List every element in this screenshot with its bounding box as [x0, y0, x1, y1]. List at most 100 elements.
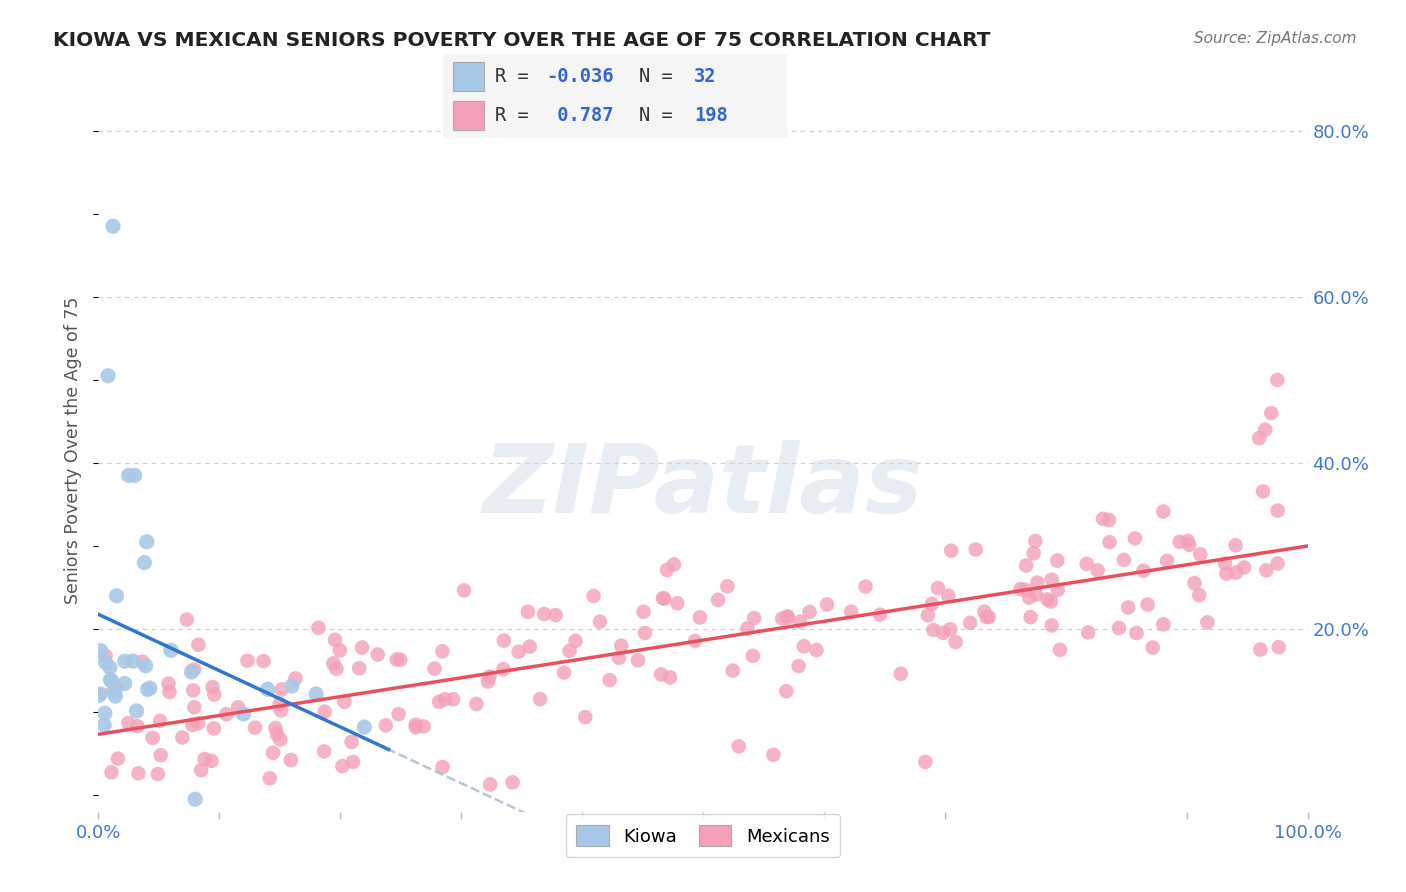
Point [1188, 588, 1211, 602]
Point [347, 661, 370, 675]
Point [1254, 423, 1277, 437]
Point [172, 731, 194, 745]
Text: 0.787: 0.787 [546, 106, 614, 125]
Point [1039, 594, 1062, 608]
Point [479, 777, 502, 791]
Point [890, 666, 912, 681]
Point [107, 751, 129, 765]
Point [1125, 626, 1147, 640]
Point [1025, 587, 1047, 601]
Point [93, 718, 115, 732]
Point [1019, 610, 1042, 624]
Point [564, 633, 586, 648]
Point [650, 667, 672, 681]
Text: -0.036: -0.036 [546, 67, 614, 86]
Point [1197, 615, 1219, 630]
Point [1225, 566, 1247, 580]
Point [89, 688, 111, 702]
Point [433, 692, 456, 706]
Point [741, 648, 763, 663]
Point [201, 680, 224, 694]
Point [314, 705, 336, 719]
Point [202, 722, 225, 736]
Point [1098, 535, 1121, 549]
Point [160, 643, 183, 657]
Point [127, 719, 149, 733]
Point [939, 622, 962, 636]
Point [1152, 504, 1174, 518]
Point [973, 605, 995, 619]
Point [477, 674, 499, 689]
Point [333, 695, 356, 709]
Text: R =: R = [495, 67, 540, 86]
Y-axis label: Seniors Poverty Over the Age of 75: Seniors Poverty Over the Age of 75 [65, 297, 83, 604]
Point [98, 660, 121, 674]
Point [181, 718, 204, 732]
Point [252, 654, 274, 668]
Point [1087, 563, 1109, 577]
Point [806, 643, 828, 657]
Point [139, 681, 162, 695]
Point [655, 563, 678, 577]
Point [589, 615, 612, 629]
Point [1040, 573, 1063, 587]
Point [553, 665, 575, 680]
Point [114, 676, 136, 690]
Point [558, 644, 581, 658]
Point [432, 760, 454, 774]
Point [927, 581, 949, 595]
Point [789, 615, 811, 629]
Point [1215, 566, 1237, 581]
Point [284, 672, 307, 686]
Bar [453, 62, 484, 91]
Point [1213, 557, 1236, 571]
Point [737, 622, 759, 636]
Point [921, 597, 943, 611]
Point [762, 747, 785, 762]
Point [190, 763, 212, 777]
Point [683, 634, 706, 648]
Point [1022, 546, 1045, 560]
Point [1267, 640, 1289, 654]
Point [1177, 533, 1199, 548]
Point [1168, 534, 1191, 549]
Point [478, 669, 501, 683]
Point [215, 707, 238, 722]
Point [200, 754, 222, 768]
Point [367, 648, 389, 662]
Point [187, 638, 209, 652]
Point [1132, 564, 1154, 578]
Point [131, 655, 153, 669]
Point [707, 592, 730, 607]
Point [180, 665, 202, 679]
Point [574, 710, 596, 724]
Point [1040, 618, 1063, 632]
Point [90, 687, 112, 701]
Point [308, 621, 330, 635]
Point [94, 656, 117, 670]
Point [502, 775, 524, 789]
Point [959, 615, 981, 630]
Point [149, 748, 172, 763]
Point [353, 720, 375, 734]
Point [157, 676, 180, 690]
Point [492, 633, 515, 648]
Point [666, 596, 689, 610]
Point [305, 687, 328, 701]
Point [270, 682, 292, 697]
Bar [453, 101, 484, 130]
Point [1251, 484, 1274, 499]
Point [280, 753, 302, 767]
Point [721, 664, 744, 678]
Point [776, 611, 799, 625]
Point [529, 692, 551, 706]
Point [1189, 548, 1212, 562]
Point [342, 755, 364, 769]
Point [1018, 591, 1040, 605]
Point [519, 640, 541, 654]
Point [787, 659, 810, 673]
Point [742, 611, 765, 625]
Point [181, 683, 204, 698]
Point [582, 589, 605, 603]
Point [775, 684, 797, 698]
